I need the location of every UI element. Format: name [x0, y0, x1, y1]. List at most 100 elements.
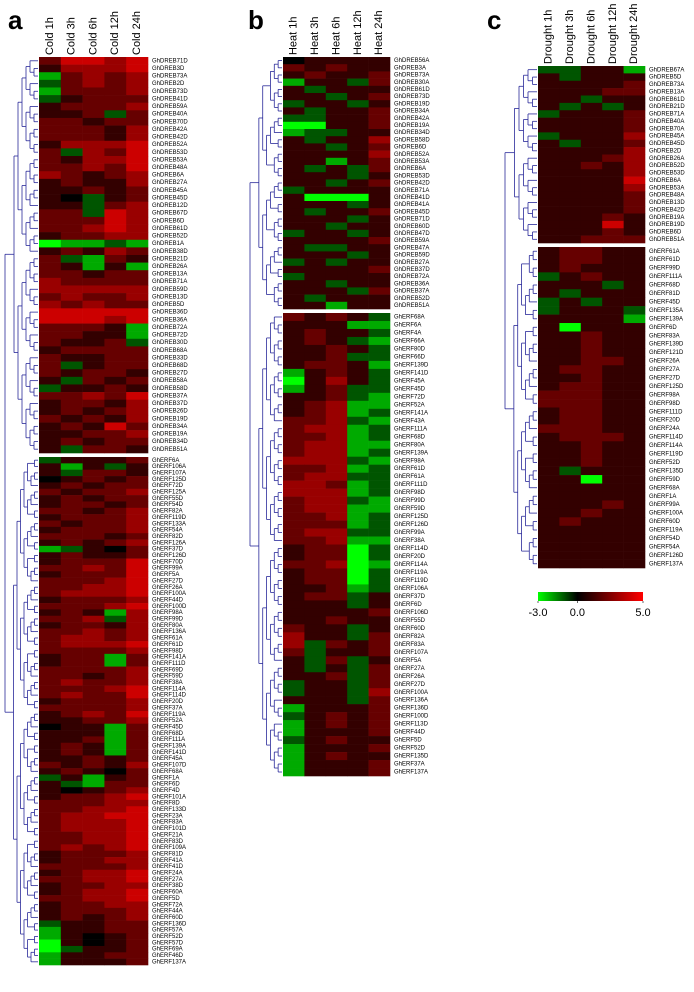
row-label: GhERF135D: [649, 468, 684, 474]
row-label: GhDREB42A: [152, 127, 187, 133]
heatmap-cell: [126, 186, 149, 195]
heatmap-cell: [325, 320, 348, 330]
heatmap-cell: [82, 634, 105, 642]
row-label: GhERF60D: [649, 519, 681, 525]
heatmap-cell: [39, 110, 62, 119]
heatmap-cell: [283, 696, 305, 705]
heatmap-cell: [623, 95, 646, 104]
heatmap-cell: [39, 628, 62, 636]
heatmap-cell: [104, 584, 127, 591]
heatmap-cell: [39, 469, 62, 477]
row-label: GhERF106A: [152, 464, 186, 470]
heatmap-cell: [538, 191, 560, 200]
heatmap-cell: [602, 559, 624, 569]
heatmap-cell: [82, 87, 105, 96]
heatmap-cell: [82, 736, 105, 744]
heatmap-cell: [39, 888, 62, 896]
heatmap-cell: [304, 392, 327, 402]
heatmap-cell: [325, 616, 348, 625]
heatmap-cell: [580, 331, 603, 341]
heatmap-cell: [538, 263, 560, 273]
heatmap-cell: [104, 300, 127, 309]
heatmap-cell: [126, 876, 149, 883]
heatmap-cell: [602, 102, 624, 111]
heatmap-cell: [126, 239, 149, 248]
heatmap-cell: [283, 504, 305, 513]
heatmap-cell: [283, 313, 305, 322]
row-label: GhERF57A: [152, 928, 183, 934]
heatmap-cell: [283, 416, 305, 426]
row-label: GhDREB19A: [152, 432, 187, 438]
row-label: GhERF1A: [152, 775, 179, 781]
heatmap-cell: [104, 907, 127, 915]
row-label: GhERF98A: [649, 392, 680, 398]
row-label: GhDREB73D: [152, 89, 188, 95]
heatmap-cell: [347, 222, 369, 231]
heatmap-cell: [538, 66, 560, 74]
row-label: GhERF111A: [394, 426, 427, 432]
heatmap-cell: [623, 147, 646, 155]
heatmap-cell: [580, 220, 603, 229]
heatmap-cell: [580, 475, 603, 484]
row-label: GhDREB58D: [152, 386, 188, 392]
row-label: GhERF61A: [152, 636, 183, 642]
heatmap-cell: [39, 736, 62, 744]
heatmap-cell: [283, 193, 305, 202]
heatmap-cell: [325, 768, 348, 777]
heatmap-cell: [559, 348, 582, 358]
heatmap-cell: [559, 132, 582, 141]
heatmap-cell: [39, 495, 62, 502]
heatmap-cell: [580, 314, 603, 324]
heatmap-cell: [368, 552, 391, 561]
heatmap-cell: [283, 592, 305, 601]
heatmap-cell: [39, 331, 62, 340]
heatmap-cell: [602, 255, 624, 265]
heatmap-cell: [368, 768, 391, 777]
heatmap-cell: [104, 876, 127, 883]
heatmap-cell: [126, 863, 149, 871]
heatmap-cell: [60, 323, 83, 332]
row-label: GhERF137A: [394, 770, 428, 776]
panel-label: a: [8, 5, 23, 35]
heatmap-cell: [39, 603, 62, 610]
heatmap-cell: [580, 263, 603, 273]
row-label: GhDREB51A: [152, 447, 187, 453]
row-label: GhERF52D: [394, 746, 426, 752]
row-label: GhERF1A: [649, 494, 676, 500]
heatmap-cell: [126, 558, 149, 566]
heatmap-cell: [283, 584, 305, 593]
row-label: GhERF20D: [152, 699, 184, 705]
heatmap-cell: [347, 400, 369, 410]
heatmap-cell: [104, 476, 127, 483]
heatmap-cell: [82, 140, 105, 149]
heatmap-cell: [538, 139, 560, 148]
heatmap-cell: [580, 356, 603, 366]
heatmap-cell: [82, 774, 105, 782]
heatmap-cell: [39, 125, 62, 134]
heatmap-cell: [304, 287, 327, 295]
heatmap-cell: [60, 392, 83, 400]
heatmap-cell: [104, 603, 127, 610]
heatmap-cell: [325, 229, 348, 238]
heatmap-cell: [104, 239, 127, 248]
heatmap-cell: [559, 206, 582, 214]
heatmap-cell: [602, 73, 624, 82]
heatmap-cell: [82, 603, 105, 610]
heatmap-cell: [559, 176, 582, 185]
heatmap-cell: [104, 685, 127, 693]
heatmap-cell: [126, 315, 149, 324]
heatmap-cell: [580, 117, 603, 126]
heatmap-cell: [126, 698, 149, 705]
heatmap-cell: [602, 390, 624, 400]
row-label: GhERF100A: [394, 690, 428, 696]
row-label: GhERF114A: [394, 562, 428, 568]
heatmap-cell: [60, 958, 83, 966]
heatmap-cell: [104, 87, 127, 96]
heatmap-cell: [60, 850, 83, 858]
heatmap-cell: [283, 237, 305, 245]
heatmap-cell: [559, 525, 582, 535]
heatmap-cell: [60, 514, 83, 521]
heatmap-cell: [347, 201, 369, 209]
heatmap-cell: [39, 539, 62, 547]
heatmap-cell: [325, 71, 348, 79]
